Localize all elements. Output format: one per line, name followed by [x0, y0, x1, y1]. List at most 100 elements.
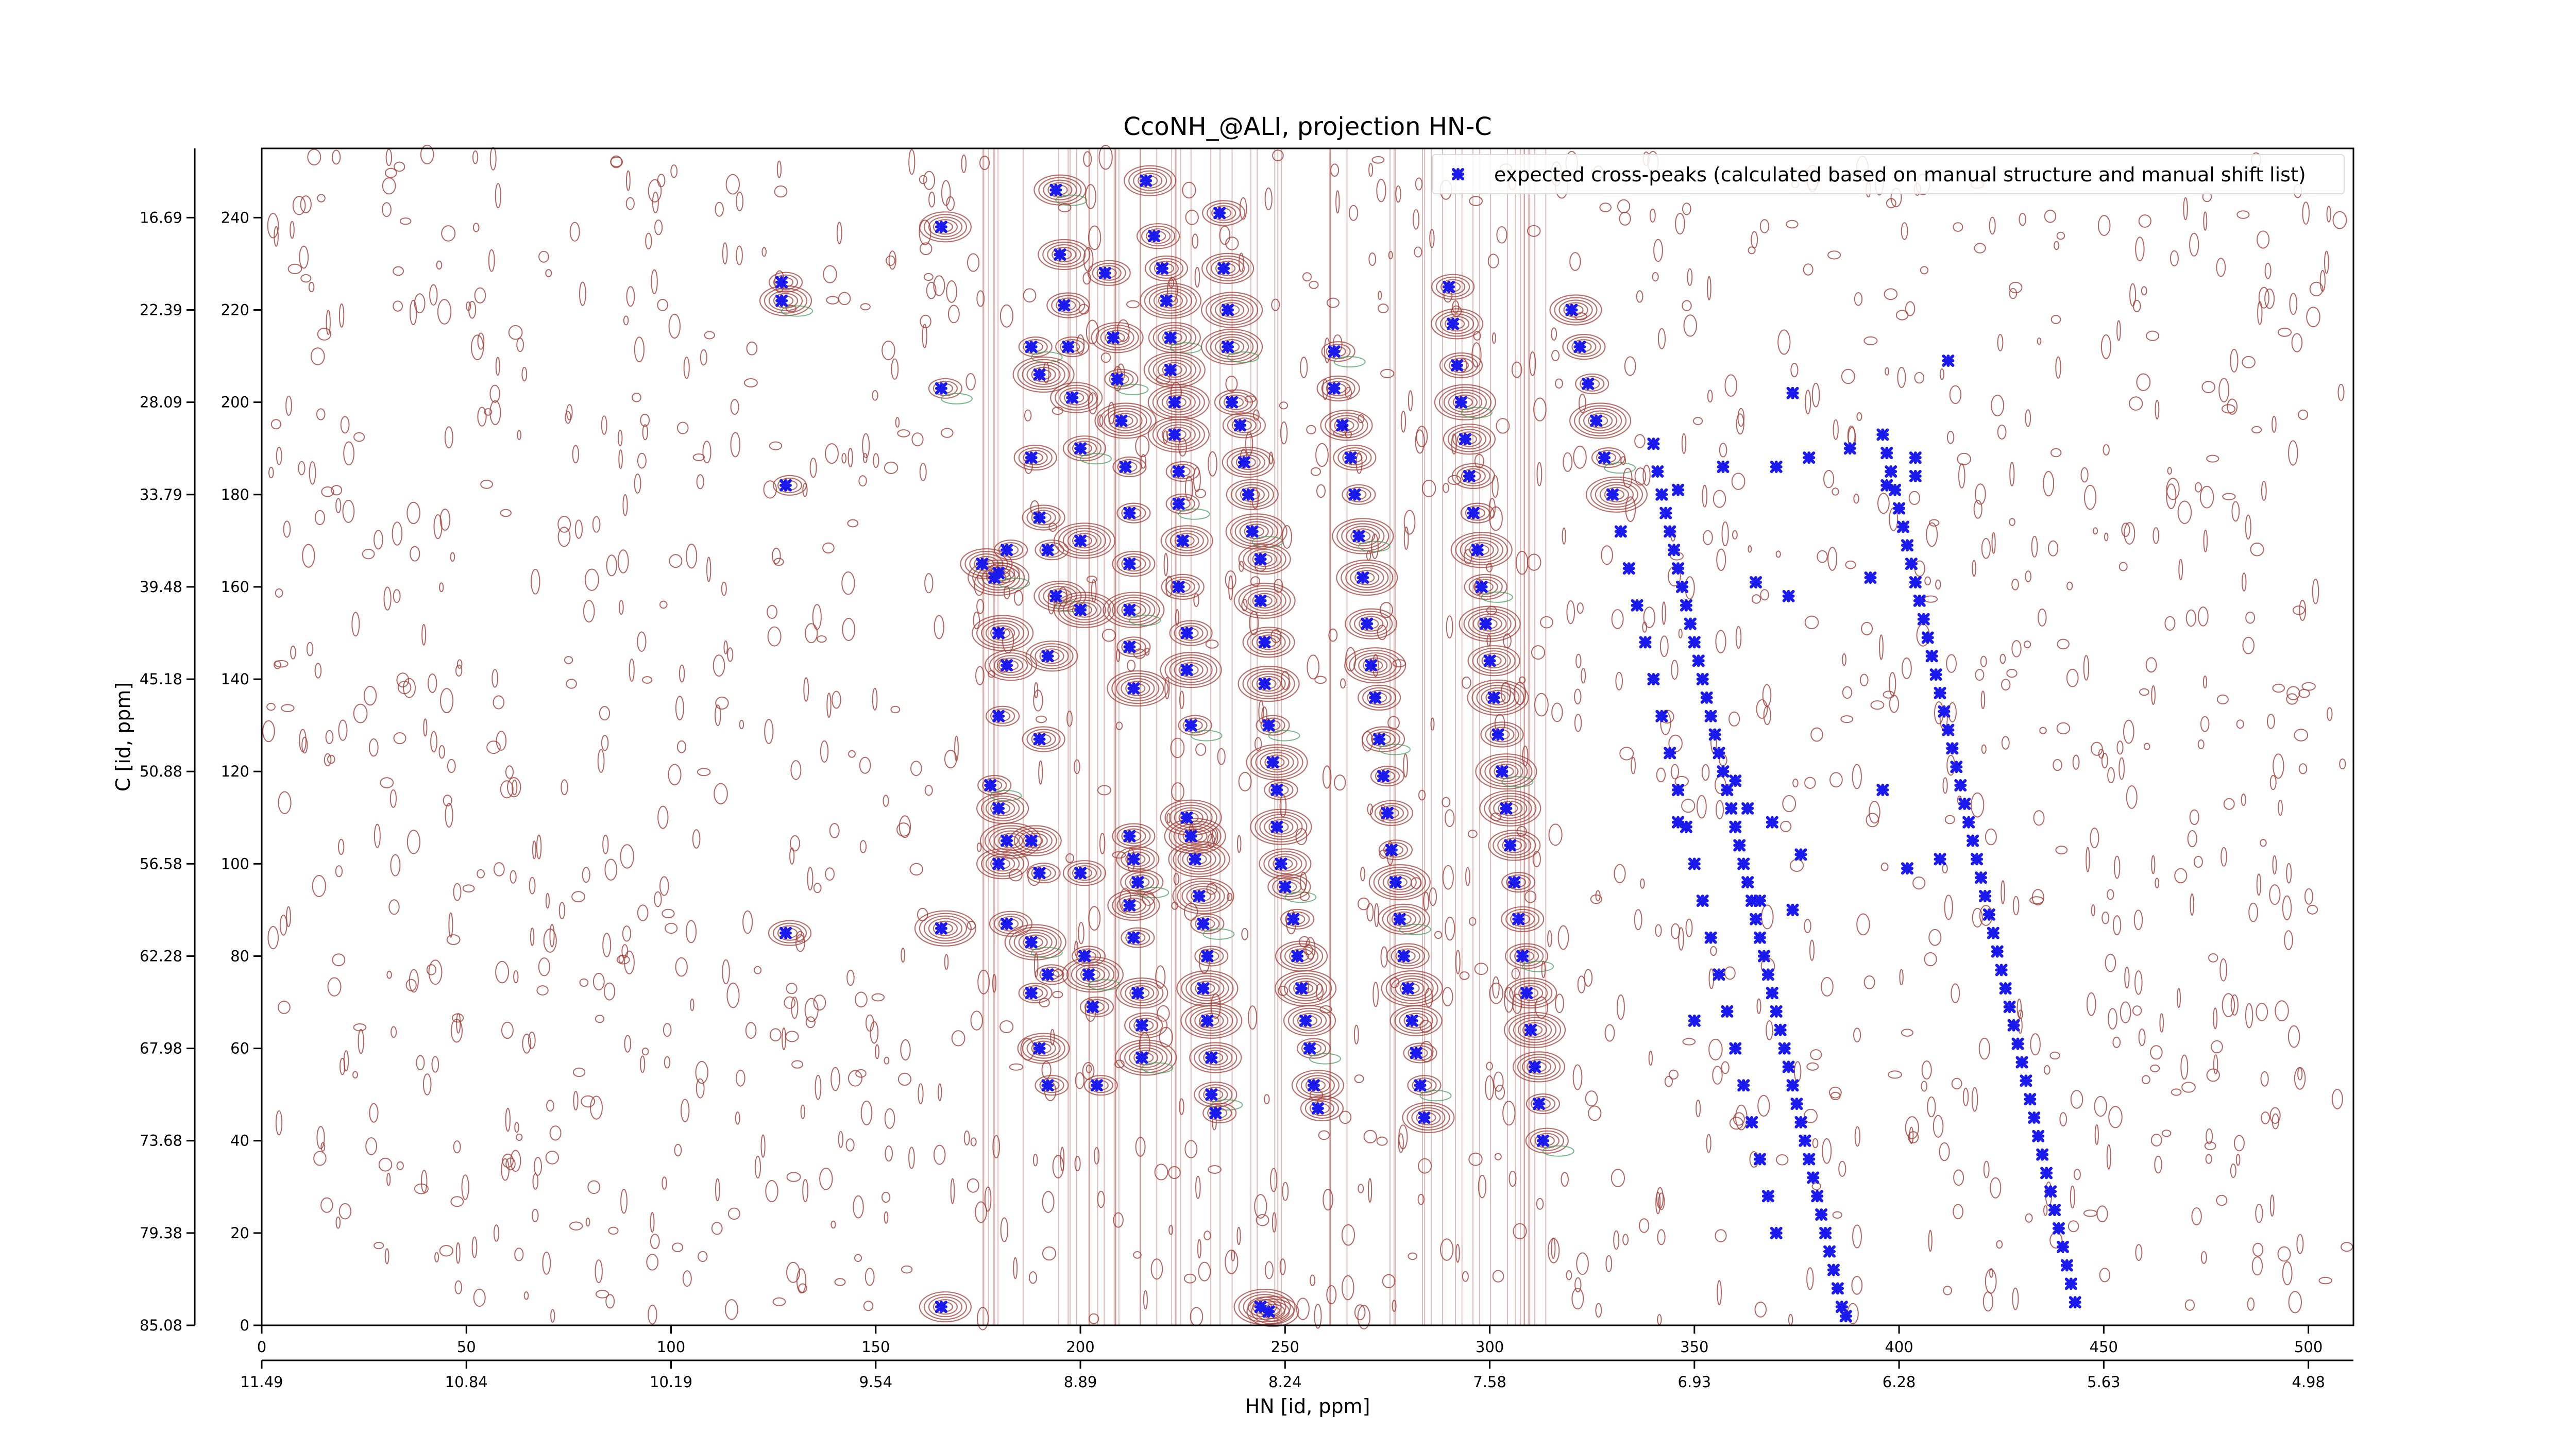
- noise-contour: [1573, 445, 1587, 469]
- peak-contour: [1475, 753, 1537, 790]
- noise-contour: [2251, 1256, 2263, 1276]
- peak-contour: [1038, 177, 1082, 203]
- noise-contour: [1157, 1005, 1170, 1022]
- peak-contour: [1443, 424, 1496, 455]
- cross-peak-marker: [1565, 304, 1578, 316]
- cross-peak-marker: [2036, 1148, 2049, 1161]
- peak-contour: [1058, 525, 1111, 557]
- noise-contour: [283, 520, 291, 538]
- negative-contour: [1399, 923, 1431, 935]
- noise-contour: [1236, 835, 1242, 853]
- noise-contour: [654, 220, 663, 235]
- peak-contour: [1186, 885, 1221, 907]
- noise-contour: [1841, 368, 1855, 384]
- peak-contour: [1447, 426, 1491, 452]
- noise-contour: [975, 1201, 987, 1223]
- noise-contour: [2219, 958, 2227, 982]
- noise-contour: [2202, 676, 2208, 688]
- peak-contour: [1238, 1291, 1291, 1323]
- peak-contour: [928, 378, 963, 399]
- x-ppm-tick-label: 5.63: [2087, 1373, 2121, 1391]
- noise-contour: [1557, 925, 1569, 950]
- peak-contour: [1107, 889, 1160, 921]
- noise-contour: [625, 197, 635, 210]
- noise-contour: [2286, 686, 2300, 700]
- noise-contour: [2170, 250, 2179, 266]
- peak-contour: [1038, 239, 1091, 271]
- peak-contour: [1243, 1294, 1286, 1320]
- noise-contour: [2112, 1036, 2121, 1048]
- noise-contour: [2213, 1054, 2218, 1075]
- peak-contour: [1585, 476, 1648, 513]
- peak-contour: [1305, 1077, 1330, 1093]
- peak-contour: [1389, 1005, 1443, 1036]
- noise-contour: [1536, 462, 1543, 486]
- noise-contour: [1927, 1096, 1936, 1118]
- noise-contour: [1792, 779, 1799, 788]
- peak-contour: [1206, 294, 1259, 326]
- peak-contour: [1169, 620, 1213, 646]
- noise-contour: [2011, 578, 2019, 591]
- cross-peak-marker: [1688, 1014, 1701, 1027]
- noise-contour: [725, 174, 740, 195]
- peak-contour: [1026, 364, 1061, 385]
- noise-contour: [1536, 1198, 1544, 1210]
- cross-peak-marker: [1753, 1153, 1766, 1166]
- peak-contour: [1267, 873, 1311, 900]
- noise-contour: [1270, 629, 1282, 643]
- noise-contour: [410, 546, 420, 562]
- noise-contour: [493, 1224, 500, 1242]
- x-tick-label: 50: [457, 1338, 476, 1356]
- peak-contour: [1129, 1015, 1163, 1036]
- noise-contour: [950, 1178, 955, 1204]
- peak-contour: [1363, 658, 1388, 673]
- noise-contour: [884, 1211, 889, 1224]
- cross-peak-marker: [1708, 728, 1721, 741]
- noise-contour: [1551, 327, 1557, 341]
- peak-contour: [1296, 1038, 1331, 1059]
- noise-contour: [1376, 178, 1386, 203]
- noise-contour: [324, 753, 332, 767]
- negative-contour: [1268, 730, 1300, 742]
- noise-contour: [2167, 467, 2172, 475]
- peak-contour: [1099, 405, 1152, 436]
- noise-contour: [278, 1001, 291, 1014]
- noise-contour: [1319, 1005, 1332, 1014]
- noise-contour: [979, 156, 990, 170]
- peak-contour: [1280, 908, 1315, 930]
- peak-contour: [1144, 285, 1197, 316]
- noise-contour: [1615, 671, 1623, 690]
- peak-contour: [1329, 415, 1364, 436]
- noise-contour: [645, 232, 652, 249]
- noise-contour: [1088, 225, 1101, 250]
- y-axis-ppm: 85.0879.3873.6867.9862.2856.5850.8845.18…: [140, 148, 196, 1334]
- noise-contour: [332, 953, 346, 967]
- noise-contour: [1135, 435, 1150, 458]
- noise-contour: [1522, 746, 1529, 767]
- noise-contour: [690, 998, 694, 1012]
- peak-contour: [1459, 605, 1521, 642]
- noise-contour: [1082, 1062, 1095, 1080]
- chart-title: CcoNH_@ALI, projection HN-C: [1123, 112, 1492, 141]
- cross-peak-marker: [1033, 1042, 1046, 1055]
- cross-peak-marker: [1733, 839, 1746, 852]
- noise-contour: [715, 1178, 720, 1202]
- noise-contour: [1806, 1062, 1819, 1071]
- peak-contour: [1206, 331, 1259, 363]
- noise-contour: [2050, 315, 2061, 324]
- x-ppm-tick-label: 10.84: [445, 1373, 488, 1391]
- peak-contour: [1230, 481, 1274, 508]
- cross-peak-marker: [1950, 761, 1963, 773]
- peak-contour: [1395, 948, 1420, 964]
- noise-contour: [730, 432, 741, 458]
- noise-contour: [440, 688, 454, 714]
- noise-contour: [2275, 1000, 2289, 1021]
- peak-contour: [1138, 173, 1163, 189]
- noise-contour: [622, 494, 628, 516]
- noise-contour: [1527, 225, 1541, 237]
- noise-contour: [1380, 368, 1395, 378]
- peak-contour: [1234, 518, 1278, 545]
- noise-contour: [1003, 586, 1010, 600]
- cross-peak-marker: [1713, 747, 1725, 760]
- noise-contour: [1210, 993, 1221, 1019]
